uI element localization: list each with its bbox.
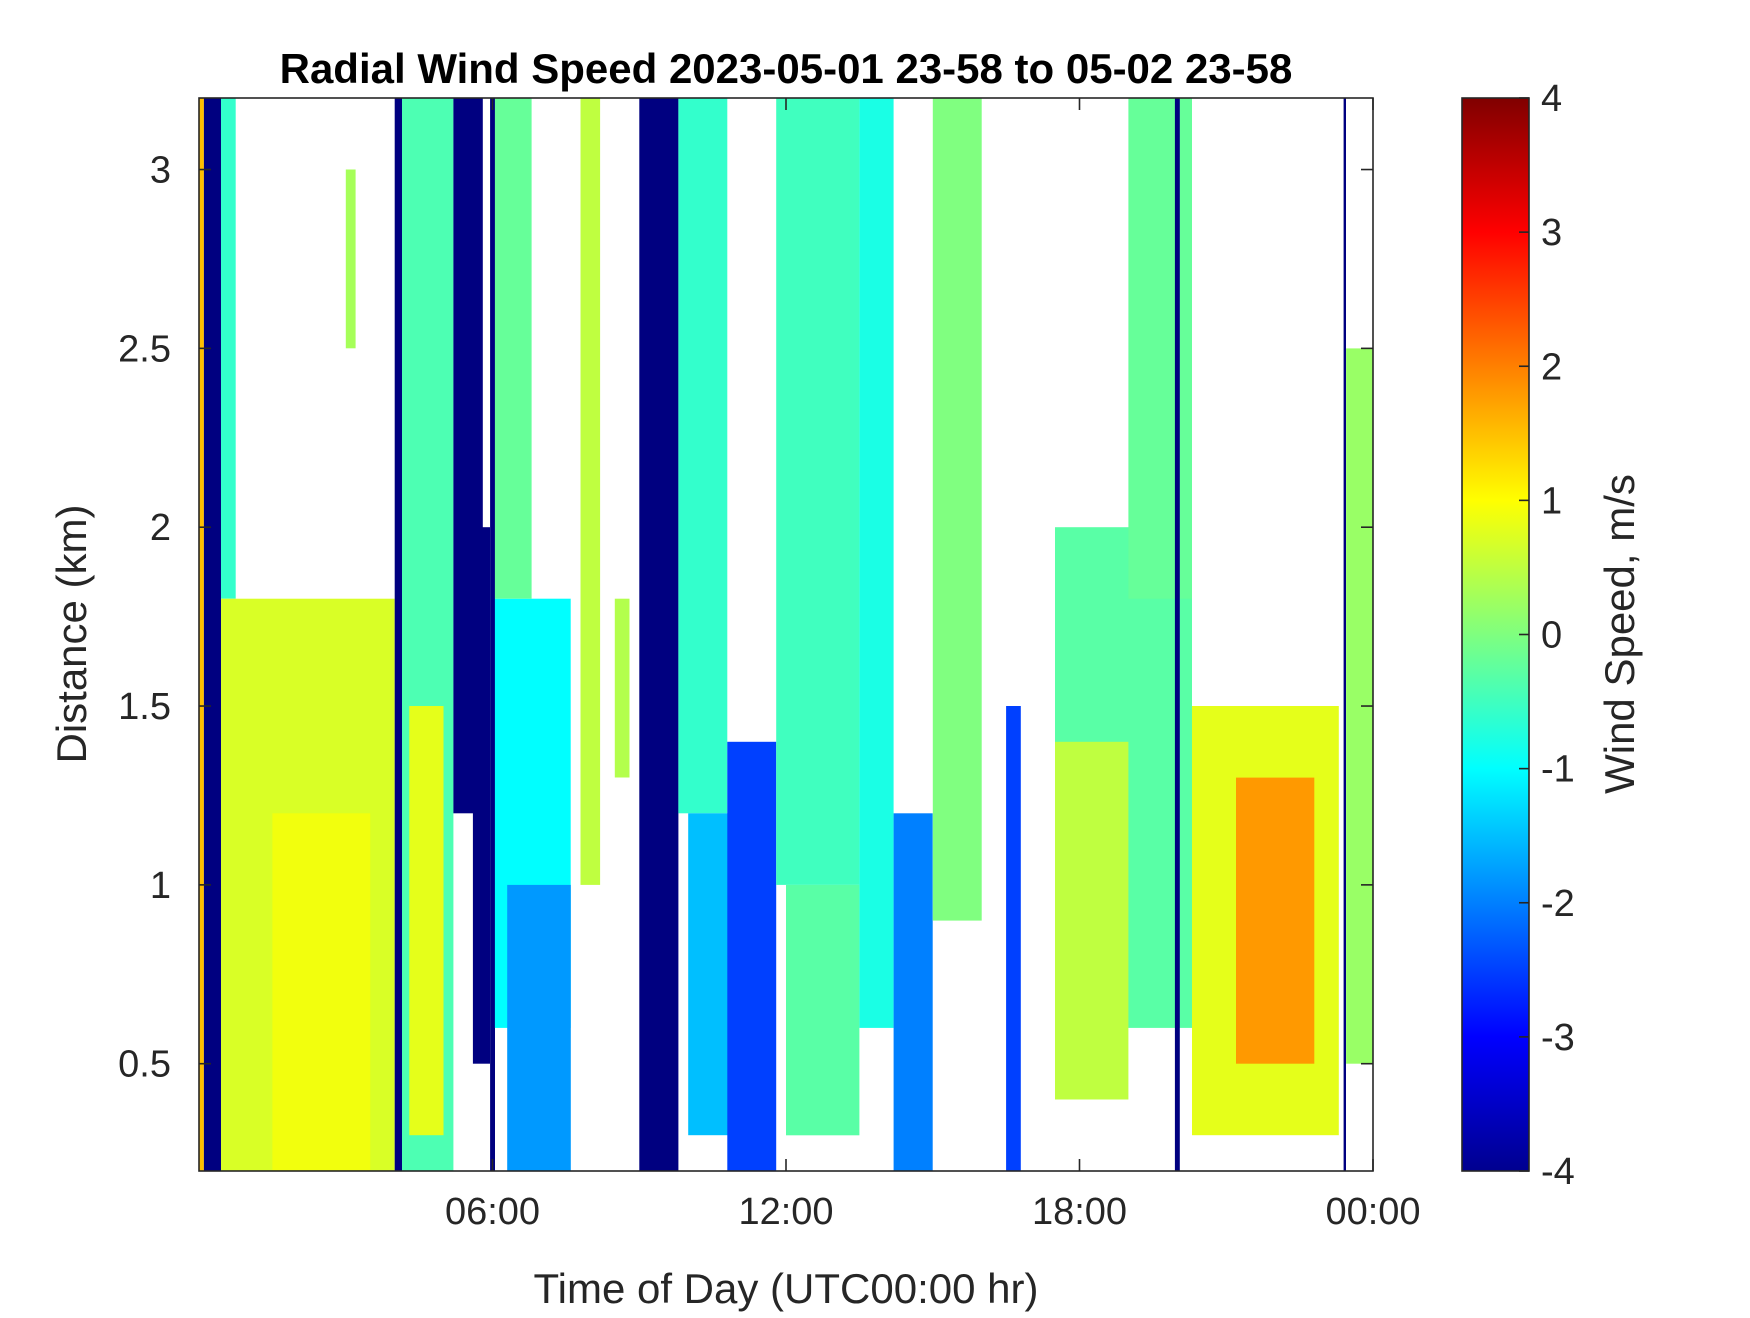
heatmap-region-33 (1343, 98, 1346, 1171)
heatmap-region-21 (776, 98, 860, 885)
colorbar-label: Wind Speed, m/s (1596, 474, 1643, 794)
y-axis-ticks: 0.5 1 1.5 2 2.5 3 (118, 150, 1373, 1086)
heatmap-region-29 (1128, 98, 1192, 599)
colorbar-ticks: -4 -3 -2 -1 0 1 2 3 4 (1519, 78, 1575, 1193)
plot-border (198, 97, 1374, 1172)
plot-area: 06:00 12:00 18:00 00:00 0.5 1 1.5 2 2.5 3 (118, 97, 1421, 1233)
heatmap-region-10 (472, 527, 490, 1064)
y-axis-label: Distance (km) (48, 504, 95, 763)
x-tick-label: 06:00 (445, 1191, 540, 1233)
heatmap-region-15 (580, 98, 601, 885)
heatmap-region-11 (490, 98, 495, 1171)
x-axis-ticks: 06:00 12:00 18:00 00:00 (445, 98, 1421, 1233)
x-tick-label: 12:00 (738, 1191, 833, 1233)
heatmap-region-28 (1055, 741, 1129, 1100)
heatmap-region-32 (1236, 777, 1315, 1064)
heatmap-region-0 (199, 98, 204, 1171)
colorbar-tick-label: -4 (1541, 1151, 1575, 1193)
y-tick-label: 2 (150, 507, 171, 549)
x-axis-label: Time of Day (UTC00:00 hr) (534, 1265, 1039, 1312)
colorbar-tick-label: 0 (1541, 615, 1562, 657)
colorbar-tick-label: 1 (1541, 480, 1562, 522)
colorbar-tick-label: -1 (1541, 749, 1575, 791)
y-tick-label: 2.5 (118, 328, 171, 370)
heatmap-region-14 (507, 884, 571, 1171)
heatmap-region-30 (1174, 98, 1180, 1171)
x-tick-label: 00:00 (1325, 1191, 1420, 1233)
heatmap-region-18 (678, 98, 728, 814)
y-tick-label: 0.5 (118, 1044, 171, 1086)
chart-title: Radial Wind Speed 2023-05-01 23-58 to 05… (280, 45, 1293, 92)
colorbar-tick-label: 2 (1541, 346, 1562, 388)
heatmap-region-5 (345, 169, 356, 349)
y-tick-label: 1.5 (118, 686, 171, 728)
heatmap-region-24 (893, 813, 933, 1171)
heatmap-region-17 (639, 98, 679, 1171)
heatmap-cells (199, 98, 1373, 1171)
heatmap-region-22 (786, 884, 860, 1136)
heatmap-region-25 (932, 98, 982, 921)
heatmap-region-2 (221, 98, 236, 599)
colorbar-gradient (1461, 97, 1530, 1172)
x-tick-label: 18:00 (1032, 1191, 1127, 1233)
heatmap-region-23 (859, 98, 894, 1028)
heatmap-region-1 (203, 98, 221, 1171)
y-tick-label: 3 (150, 150, 171, 192)
heatmap-region-26 (1006, 706, 1021, 1171)
y-tick-label: 1 (150, 865, 171, 907)
heatmap-region-8 (409, 706, 444, 1136)
heatmap-region-16 (614, 598, 630, 778)
colorbar-tick-label: -2 (1541, 883, 1575, 925)
heatmap-region-13 (494, 98, 532, 599)
heatmap-region-20 (727, 741, 777, 1171)
colorbar-tick-label: 4 (1541, 78, 1562, 120)
heatmap-region-4 (272, 813, 371, 1171)
heatmap-region-6 (394, 98, 402, 1171)
colorbar-tick-label: -3 (1541, 1017, 1575, 1059)
colorbar: -4 -3 -2 -1 0 1 2 3 4 Wind Speed, m/s (1461, 78, 1643, 1193)
colorbar-tick-label: 3 (1541, 212, 1562, 254)
